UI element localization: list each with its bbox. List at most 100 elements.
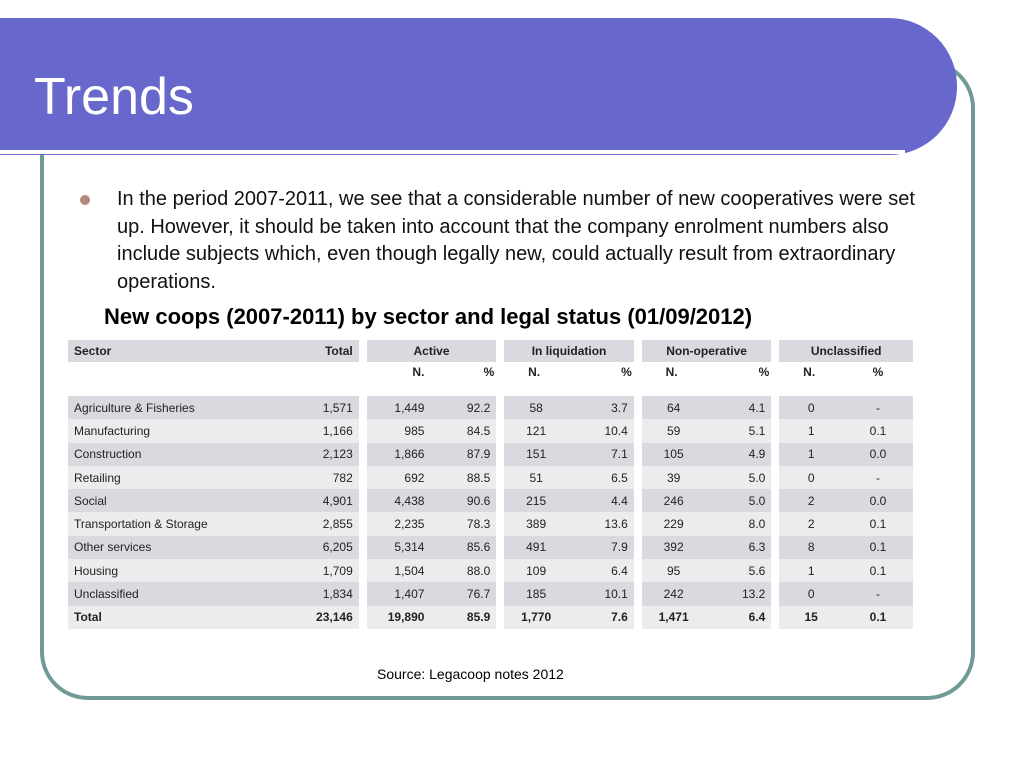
subheader-nonoperative-pct: % xyxy=(705,362,776,382)
cell-active-pct: 76.7 xyxy=(430,582,501,606)
cell-active-pct: 85.9 xyxy=(430,605,501,629)
cell-sector: Retailing xyxy=(68,465,281,490)
cell-sector: Social xyxy=(68,489,281,513)
cell-unclassified-pct: - xyxy=(843,396,913,420)
cell-unclassified-pct: 0.1 xyxy=(843,512,913,536)
cell-unclassified-n: 1 xyxy=(771,559,844,583)
cell-nonoperative-n: 95 xyxy=(633,559,706,583)
cell-active-pct: 88.0 xyxy=(430,559,501,583)
cell-nonoperative-n: 229 xyxy=(633,512,706,536)
subheader-liquidation-n: N. xyxy=(500,362,568,382)
cell-liquidation-pct: 4.4 xyxy=(567,489,638,513)
cell-total: 1,166 xyxy=(280,419,363,443)
cell-unclassified-pct: - xyxy=(843,582,913,606)
cell-liquidation-pct: 13.6 xyxy=(567,512,638,536)
cell-liquidation-pct: 6.5 xyxy=(567,465,638,490)
cell-nonoperative-n: 105 xyxy=(633,442,706,466)
cell-nonoperative-n: 392 xyxy=(633,535,706,560)
cell-unclassified-pct: 0.1 xyxy=(843,605,913,629)
cell-nonoperative-n: 64 xyxy=(633,396,706,420)
subheader-liquidation-pct: % xyxy=(567,362,638,382)
cell-nonoperative-pct: 6.4 xyxy=(705,605,776,629)
table-title: New coops (2007-2011) by sector and lega… xyxy=(104,304,753,329)
cell-total: 2,123 xyxy=(280,442,363,466)
table-row: Other services 6,205 5,314 85.6 491 7.9 392 6.3… xyxy=(68,535,913,560)
table-body: Agriculture & Fisheries 1,571 1,449 92.2 58 3… xyxy=(68,396,913,629)
cell-active-pct: 92.2 xyxy=(430,396,501,420)
cell-active-n: 985 xyxy=(358,419,431,443)
cell-active-pct: 87.9 xyxy=(430,442,501,466)
cell-nonoperative-pct: 5.0 xyxy=(705,465,776,490)
subheader-nonoperative-n: N. xyxy=(637,362,706,382)
cell-liquidation-n: 151 xyxy=(496,442,568,466)
cell-sector: Construction xyxy=(68,442,281,466)
cell-total: 4,901 xyxy=(280,489,363,513)
cell-active-n: 19,890 xyxy=(358,605,431,629)
cell-unclassified-pct: - xyxy=(843,465,913,490)
cell-active-pct: 78.3 xyxy=(430,512,501,536)
table-subheader-row: N. % N. % N. % N. % xyxy=(68,362,913,382)
cell-active-n: 1,449 xyxy=(358,396,431,420)
subheader-unclassified-n: N. xyxy=(775,362,844,382)
cell-nonoperative-n: 59 xyxy=(633,419,706,443)
bullet-dot-icon xyxy=(80,195,90,205)
title-bar: Trends xyxy=(0,18,957,155)
cell-nonoperative-n: 1,471 xyxy=(633,605,706,629)
cell-nonoperative-pct: 4.1 xyxy=(705,396,776,420)
table-row: Social 4,901 4,438 90.6 215 4.4 246 5.0 2 0.0 xyxy=(68,489,913,513)
cell-nonoperative-pct: 4.9 xyxy=(705,442,776,466)
cell-liquidation-n: 215 xyxy=(496,489,568,513)
header-nonoperative: Non-operative xyxy=(633,340,776,362)
subheader-unclassified-pct: % xyxy=(843,362,913,382)
cell-liquidation-n: 121 xyxy=(496,419,568,443)
cell-unclassified-n: 1 xyxy=(771,419,844,443)
cell-liquidation-n: 389 xyxy=(496,512,568,536)
cell-liquidation-n: 185 xyxy=(496,582,568,606)
source-note: Source: Legacoop notes 2012 xyxy=(377,666,564,682)
cell-active-n: 1,407 xyxy=(358,582,431,606)
cell-liquidation-pct: 7.9 xyxy=(567,535,638,560)
cell-unclassified-pct: 0.1 xyxy=(843,559,913,583)
header-total: Total xyxy=(280,340,363,362)
header-liquidation: In liquidation xyxy=(496,340,638,362)
cell-liquidation-pct: 3.7 xyxy=(567,396,638,420)
table-row: Housing 1,709 1,504 88.0 109 6.4 95 5.6 1 0.1 xyxy=(68,559,913,583)
table-row: Construction 2,123 1,866 87.9 151 7.1 105 4.9 1 0… xyxy=(68,442,913,466)
cell-nonoperative-pct: 5.6 xyxy=(705,559,776,583)
cell-liquidation-pct: 10.4 xyxy=(567,419,638,443)
cell-active-pct: 84.5 xyxy=(430,419,501,443)
cell-unclassified-pct: 0.1 xyxy=(843,419,913,443)
cell-total: 1,571 xyxy=(280,396,363,420)
cell-active-n: 692 xyxy=(358,465,431,490)
subheader-active-n: N. xyxy=(362,362,431,382)
table-row: Unclassified 1,834 1,407 76.7 185 10.1 242 13.2… xyxy=(68,582,913,606)
subheader-blank xyxy=(68,362,281,382)
cell-liquidation-n: 58 xyxy=(496,396,568,420)
cell-liquidation-n: 51 xyxy=(496,465,568,490)
table-row: Agriculture & Fisheries 1,571 1,449 92.2 58 3… xyxy=(68,396,913,420)
cell-total: 6,205 xyxy=(280,535,363,560)
cell-unclassified-n: 0 xyxy=(771,582,844,606)
cell-total: 782 xyxy=(280,465,363,490)
cell-unclassified-n: 0 xyxy=(771,396,844,420)
subheader-blank xyxy=(280,362,363,382)
coops-table: Sector Total Active In liquidation Non-o… xyxy=(68,340,913,629)
header-unclassified: Unclassified xyxy=(771,340,913,362)
cell-sector: Transportation & Storage xyxy=(68,512,281,536)
cell-total: 2,855 xyxy=(280,512,363,536)
bullet-text: In the period 2007-2011, we see that a c… xyxy=(117,188,915,293)
cell-sector: Manufacturing xyxy=(68,419,281,443)
cell-nonoperative-n: 246 xyxy=(633,489,706,513)
cell-sector: Housing xyxy=(68,559,281,583)
table-row: Manufacturing 1,166 985 84.5 121 10.4 59 5.1 1 0.… xyxy=(68,419,913,443)
cell-active-pct: 90.6 xyxy=(430,489,501,513)
header-spacer xyxy=(68,382,913,396)
cell-sector: Unclassified xyxy=(68,582,281,606)
cell-unclassified-n: 1 xyxy=(771,442,844,466)
cell-total: 23,146 xyxy=(280,605,363,629)
subheader-active-pct: % xyxy=(430,362,501,382)
cell-active-n: 4,438 xyxy=(358,489,431,513)
cell-unclassified-n: 0 xyxy=(771,465,844,490)
table-total-row: Total 23,146 19,890 85.9 1,770 7.6 1,471 6.4 15 0… xyxy=(68,605,913,629)
cell-unclassified-pct: 0.0 xyxy=(843,489,913,513)
